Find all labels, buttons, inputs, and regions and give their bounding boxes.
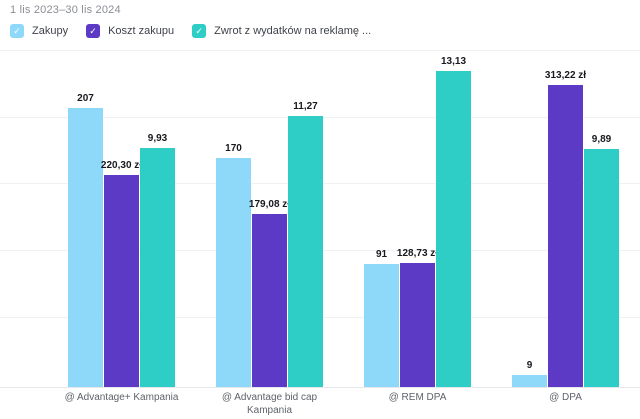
checked-checkbox-icon[interactable]: ✓	[10, 24, 24, 38]
bar-zwrot-z-wydatk-w-na-reklam-group-0[interactable]	[140, 148, 175, 387]
bar-zakupy-group-0[interactable]	[68, 108, 103, 387]
value-label: 313,22 zł	[544, 70, 587, 81]
value-label: 13,13	[440, 56, 467, 67]
bar-koszt-zakupu-group-1[interactable]	[252, 214, 287, 387]
bar-koszt-zakupu-group-0[interactable]	[104, 175, 139, 387]
checked-checkbox-icon[interactable]: ✓	[86, 24, 101, 38]
bar-koszt-zakupu-group-3[interactable]	[548, 85, 583, 387]
bar-zakupy-group-2[interactable]	[364, 264, 399, 387]
category-label: @ REM DPA	[388, 392, 447, 403]
date-range-label: 1 lis 2023–30 lis 2024	[10, 4, 121, 16]
value-label: 179,08 zł	[248, 199, 291, 210]
bars-layer: 207 220,30 zł 9,93 170 179,08 zł 11,27 91 128,7…	[68, 56, 619, 387]
value-label: 9,93	[147, 133, 168, 144]
chart-header: 1 lis 2023–30 lis 2024 ✓ Zakupy ✓ Koszt zak…	[10, 4, 630, 38]
x-axis-line	[0, 387, 640, 388]
bar-zwrot-z-wydatk-w-na-reklam-group-2[interactable]	[436, 71, 471, 387]
value-label: 11,27	[293, 101, 318, 112]
bar-zakupy-group-3[interactable]	[512, 375, 547, 387]
category-label: @ Advantage+ Kampania	[64, 392, 179, 403]
category-label: @ Advantage bid cap Kampania	[221, 392, 318, 416]
value-label: 91	[375, 249, 388, 260]
value-label: 128,73 zł	[396, 248, 439, 259]
legend-item-1[interactable]: ✓ Koszt zakupu	[86, 24, 174, 38]
legend-item-2[interactable]: ✓ Zwrot z wydatków na reklamę ...	[192, 24, 371, 38]
value-label: 170	[225, 143, 242, 154]
x-axis-labels: @ Advantage+ Kampania @ Advantage bid cap…	[0, 392, 640, 419]
legend: ✓ Zakupy ✓ Koszt zakupu ✓ Zwrot z wydatków na…	[10, 24, 630, 38]
bar-zakupy-group-1[interactable]	[216, 158, 251, 387]
value-label: 220,30 zł	[100, 160, 143, 171]
category-label: @ DPA	[549, 392, 582, 403]
bar-koszt-zakupu-group-2[interactable]	[400, 263, 435, 387]
bar-zwrot-z-wydatk-w-na-reklam-group-1[interactable]	[288, 116, 323, 387]
gridline	[0, 50, 640, 51]
legend-item-label: Zakupy	[32, 25, 69, 37]
value-label: 207	[77, 93, 94, 104]
legend-item-label: Koszt zakupu	[108, 25, 175, 37]
legend-item-0[interactable]: ✓ Zakupy	[10, 24, 68, 38]
value-label: 9,89	[591, 134, 612, 145]
checked-checkbox-icon[interactable]: ✓	[192, 24, 207, 38]
bar-zwrot-z-wydatk-w-na-reklam-group-3[interactable]	[584, 149, 619, 387]
value-label: 9	[526, 360, 533, 371]
legend-item-label: Zwrot z wydatków na reklamę ...	[214, 25, 372, 37]
